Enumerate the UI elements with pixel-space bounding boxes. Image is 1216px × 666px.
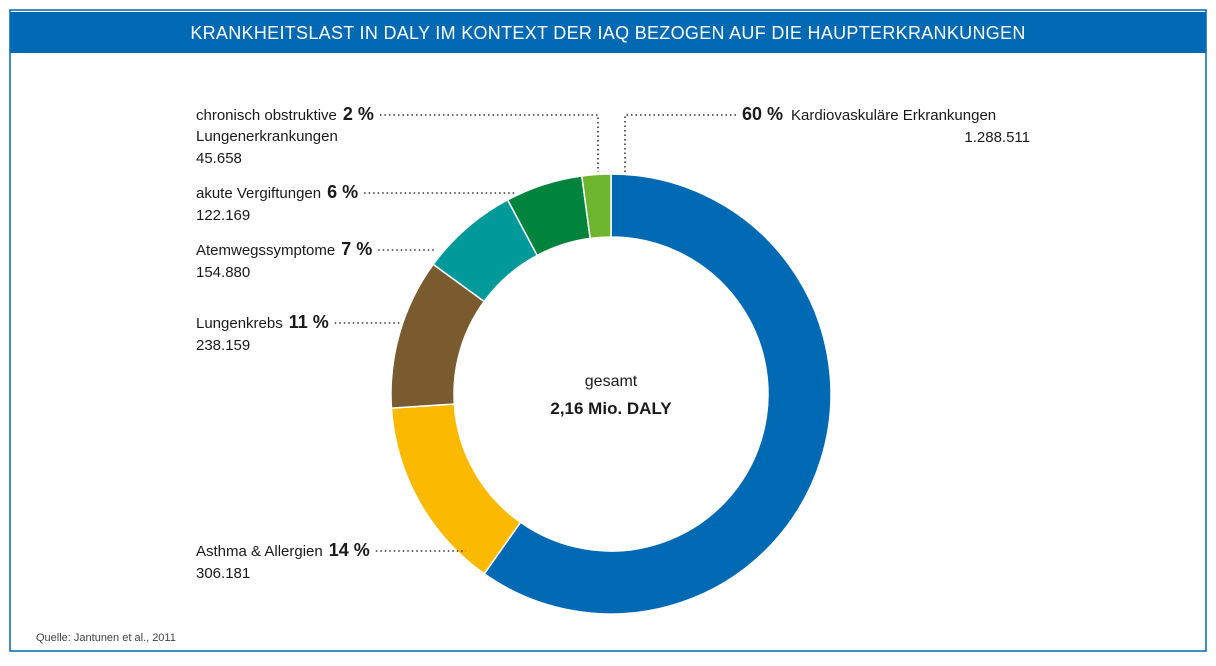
title-bar	[10, 12, 1206, 53]
category-label: Kardiovaskuläre Erkrankungen	[791, 107, 996, 124]
source: Quelle: Jantunen et al., 2011	[36, 632, 176, 644]
center-total: 2,16 Mio. DALY	[550, 399, 672, 418]
value-label: 154.880	[196, 264, 250, 281]
value-label: 122.169	[196, 207, 250, 224]
percent-label: 60 %	[742, 104, 783, 124]
donut-segment	[580, 173, 612, 240]
category-label: chronisch obstruktive Lungenerkrankungen	[196, 107, 338, 145]
category-label: Atemwegssymptome	[196, 242, 335, 259]
leader-line	[379, 114, 599, 172]
value-label: 1.288.511	[964, 129, 1030, 146]
leader-line	[624, 114, 736, 172]
category-label: Lungenkrebs	[196, 315, 283, 332]
value-label: 238.159	[196, 337, 250, 354]
center-label: gesamt	[585, 373, 638, 390]
percent-label: 14 %	[329, 540, 370, 560]
donut-segment	[483, 173, 832, 615]
percent-label: 2 %	[343, 104, 374, 124]
percent-label: 11 %	[289, 312, 329, 332]
category-label: akute Vergiftungen	[196, 185, 321, 202]
percent-label: 6 %	[327, 182, 358, 202]
value-label: 306.181	[196, 565, 250, 582]
percent-label: 7 %	[341, 239, 372, 259]
value-label: 45.658	[196, 150, 242, 167]
category-label: Asthma & Allergien	[196, 543, 323, 560]
chart-title: KRANKHEITSLAST IN DALY IM KONTEXT DER IA…	[190, 23, 1025, 43]
frame	[9, 9, 1207, 652]
